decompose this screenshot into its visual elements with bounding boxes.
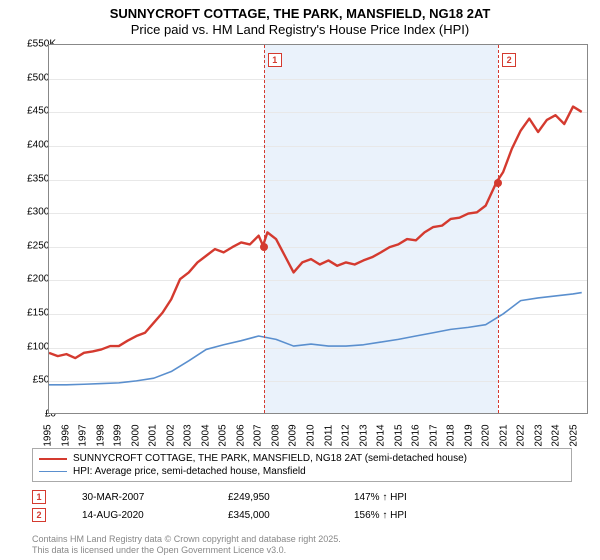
x-tick-label: 2025	[568, 424, 579, 446]
x-tick-label: 1997	[78, 424, 89, 446]
x-tick-label: 2006	[235, 424, 246, 446]
x-tick-label: 2004	[200, 424, 211, 446]
x-tick-label: 2011	[323, 425, 334, 447]
line-chart-svg	[49, 45, 587, 413]
x-tick-label: 1996	[60, 424, 71, 446]
sale-row-2: 2 14-AUG-2020 £345,000 156% ↑ HPI	[32, 508, 454, 522]
legend-box: SUNNYCROFT COTTAGE, THE PARK, MANSFIELD,…	[32, 448, 572, 482]
x-tick-label: 1995	[43, 424, 54, 446]
x-tick-label: 2008	[270, 424, 281, 446]
footer-attribution: Contains HM Land Registry data © Crown c…	[32, 534, 341, 556]
sale-marker-1: 1	[32, 490, 46, 504]
x-tick-label: 1999	[113, 424, 124, 446]
legend-label-hpi: HPI: Average price, semi-detached house,…	[73, 466, 306, 477]
x-tick-label: 2005	[218, 424, 229, 446]
marker-dash-line	[264, 45, 265, 413]
footer-line-1: Contains HM Land Registry data © Crown c…	[32, 534, 341, 545]
x-tick-label: 2017	[428, 424, 439, 446]
sale-date-2: 14-AUG-2020	[82, 510, 202, 521]
x-tick-label: 2024	[551, 424, 562, 446]
x-tick-label: 2018	[446, 424, 457, 446]
title-line-2: Price paid vs. HM Land Registry's House …	[0, 22, 600, 38]
marker-dot-2	[494, 179, 502, 187]
x-tick-label: 2012	[341, 424, 352, 446]
marker-dot-1	[260, 243, 268, 251]
x-tick-label: 1998	[95, 424, 106, 446]
sale-marker-2: 2	[32, 508, 46, 522]
x-tick-label: 2015	[393, 424, 404, 446]
legend-swatch-hpi	[39, 471, 67, 472]
marker-dash-line	[498, 45, 499, 413]
sale-row-1: 1 30-MAR-2007 £249,950 147% ↑ HPI	[32, 490, 454, 504]
x-tick-label: 2014	[376, 424, 387, 446]
x-tick-label: 2002	[165, 424, 176, 446]
legend-item-hpi: HPI: Average price, semi-detached house,…	[39, 465, 565, 478]
sale-date-1: 30-MAR-2007	[82, 492, 202, 503]
x-tick-label: 2009	[288, 424, 299, 446]
marker-box-2: 2	[502, 53, 516, 67]
sale-pct-1: 147% ↑ HPI	[354, 492, 454, 503]
x-tick-label: 2000	[130, 424, 141, 446]
sale-price-2: £345,000	[228, 510, 328, 521]
x-tick-label: 2007	[253, 424, 264, 446]
x-tick-label: 2016	[411, 424, 422, 446]
x-tick-label: 2023	[533, 424, 544, 446]
title-block: SUNNYCROFT COTTAGE, THE PARK, MANSFIELD,…	[0, 0, 600, 39]
x-tick-label: 2022	[516, 424, 527, 446]
x-tick-label: 2001	[148, 424, 159, 446]
x-tick-label: 2021	[498, 424, 509, 446]
legend-label-price-paid: SUNNYCROFT COTTAGE, THE PARK, MANSFIELD,…	[73, 453, 467, 464]
x-tick-label: 2020	[481, 424, 492, 446]
legend-item-price-paid: SUNNYCROFT COTTAGE, THE PARK, MANSFIELD,…	[39, 452, 565, 465]
x-tick-label: 2003	[183, 424, 194, 446]
chart-container: SUNNYCROFT COTTAGE, THE PARK, MANSFIELD,…	[0, 0, 600, 560]
footer-line-2: This data is licensed under the Open Gov…	[32, 545, 341, 556]
legend-swatch-price-paid	[39, 458, 67, 460]
series-line-price_paid	[49, 107, 582, 359]
title-line-1: SUNNYCROFT COTTAGE, THE PARK, MANSFIELD,…	[0, 6, 600, 22]
x-tick-label: 2019	[463, 424, 474, 446]
x-tick-label: 2010	[305, 424, 316, 446]
sale-annotations: 1 30-MAR-2007 £249,950 147% ↑ HPI 2 14-A…	[32, 490, 454, 526]
x-tick-label: 2013	[358, 424, 369, 446]
marker-box-1: 1	[268, 53, 282, 67]
plot-area: 12	[48, 44, 588, 414]
sale-price-1: £249,950	[228, 492, 328, 503]
sale-pct-2: 156% ↑ HPI	[354, 510, 454, 521]
